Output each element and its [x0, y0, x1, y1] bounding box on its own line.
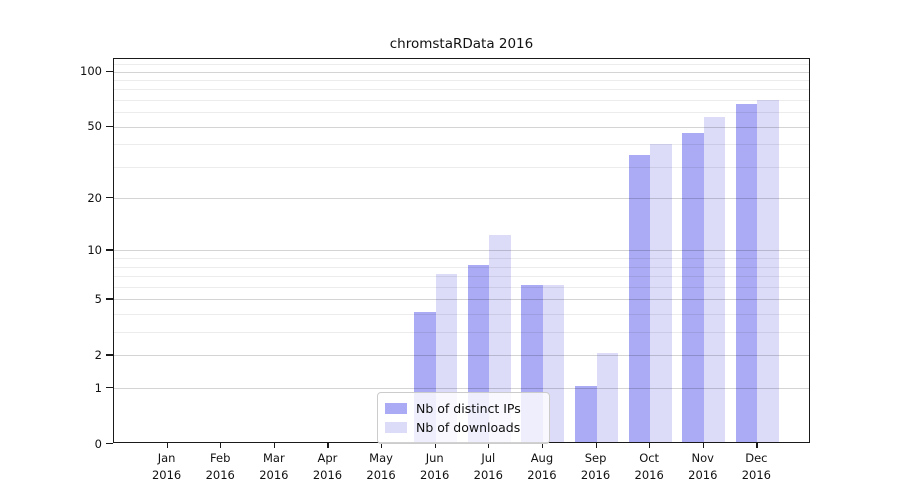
x-tick-label-aug: Aug 2016	[527, 451, 557, 482]
x-tick-may	[381, 443, 383, 448]
x-tick-oct	[649, 443, 651, 448]
gridline-minor-60	[114, 112, 809, 114]
bar-distinct-ips-dec	[735, 103, 758, 442]
x-tick-apr	[327, 443, 329, 448]
legend-item-downloads: Nb of downloads	[385, 418, 541, 437]
y-tick-50	[106, 125, 113, 127]
gridline-minor-3	[114, 332, 809, 334]
gridline-minor-6	[114, 286, 809, 288]
bar-distinct-ips-sep	[575, 386, 597, 442]
gridline-minor-110	[114, 63, 809, 65]
bar-downloads-dec	[757, 100, 779, 442]
gridline-minor-90	[114, 79, 809, 81]
legend-label-downloads: Nb of downloads	[416, 420, 521, 435]
bar-downloads-jul	[489, 235, 511, 442]
gridline-minor-80	[114, 89, 809, 91]
x-tick-label-oct: Oct 2016	[634, 451, 664, 482]
y-tick-label-50: 50	[87, 119, 102, 134]
legend-swatch-downloads	[385, 422, 407, 433]
x-tick-label-jul: Jul 2016	[473, 451, 503, 482]
y-tick-0	[106, 443, 113, 445]
x-tick-aug	[541, 443, 544, 448]
x-tick-jul	[488, 443, 490, 448]
y-tick-20	[106, 197, 113, 199]
legend-label-distinct-ips: Nb of distinct IPs	[416, 401, 521, 416]
y-tick-5	[106, 298, 113, 300]
x-tick-label-jan: Jan 2016	[151, 451, 182, 482]
y-tick-label-20: 20	[87, 190, 102, 205]
y-tick-10	[106, 249, 113, 251]
y-tick-label-2: 2	[94, 347, 102, 362]
gridline-minor-70	[114, 99, 809, 101]
y-tick-label-100: 100	[80, 64, 102, 79]
x-tick-jan	[166, 443, 168, 448]
x-tick-label-dec: Dec 2016	[741, 451, 772, 482]
legend-item-distinct-ips: Nb of distinct IPs	[385, 399, 541, 418]
x-tick-label-jun: Jun 2016	[420, 451, 450, 482]
bar-distinct-ips-nov	[682, 133, 704, 442]
gridline-10	[114, 250, 809, 252]
gridline-minor-4	[114, 314, 809, 316]
x-tick-label-sep: Sep 2016	[580, 451, 611, 482]
y-tick-label-1: 1	[94, 380, 102, 395]
gridline-50	[114, 126, 809, 128]
bar-downloads-oct	[650, 144, 672, 442]
x-tick-nov	[702, 443, 704, 448]
x-tick-dec	[756, 443, 758, 448]
x-tick-feb	[220, 443, 222, 448]
bar-downloads-nov	[703, 117, 726, 442]
y-tick-label-0: 0	[94, 436, 102, 451]
y-tick-label-5: 5	[94, 291, 102, 306]
y-tick-100	[106, 70, 113, 72]
x-tick-label-apr: Apr 2016	[312, 451, 343, 482]
gridline-minor-30	[114, 166, 809, 168]
y-tick-1	[106, 387, 113, 389]
gridline-2	[114, 355, 809, 357]
legend-swatch-distinct-ips	[385, 403, 407, 414]
y-tick-2	[106, 354, 113, 356]
x-tick-label-may: May 2016	[366, 451, 396, 482]
x-tick-label-nov: Nov 2016	[688, 451, 718, 482]
x-tick-label-mar: Mar 2016	[259, 451, 289, 482]
chart-title: chromstaRData 2016	[389, 36, 534, 52]
x-tick-sep	[595, 443, 597, 448]
legend: Nb of distinct IPs Nb of downloads	[377, 392, 550, 444]
x-tick-mar	[273, 443, 276, 448]
plot-area	[113, 58, 810, 443]
y-tick-label-10: 10	[87, 242, 102, 257]
bar-distinct-ips-oct	[628, 155, 651, 442]
gridline-1	[114, 388, 809, 390]
gridline-minor-40	[114, 144, 809, 146]
gridline-minor-7	[114, 276, 809, 278]
gridline-5	[114, 299, 809, 301]
gridline-20	[114, 198, 809, 200]
gridline-minor-8	[114, 266, 809, 268]
x-tick-jun	[434, 443, 436, 448]
bar-downloads-sep	[596, 353, 619, 442]
x-tick-label-feb: Feb 2016	[205, 451, 235, 482]
gridline-minor-9	[114, 258, 809, 260]
gridline-100	[114, 71, 809, 73]
